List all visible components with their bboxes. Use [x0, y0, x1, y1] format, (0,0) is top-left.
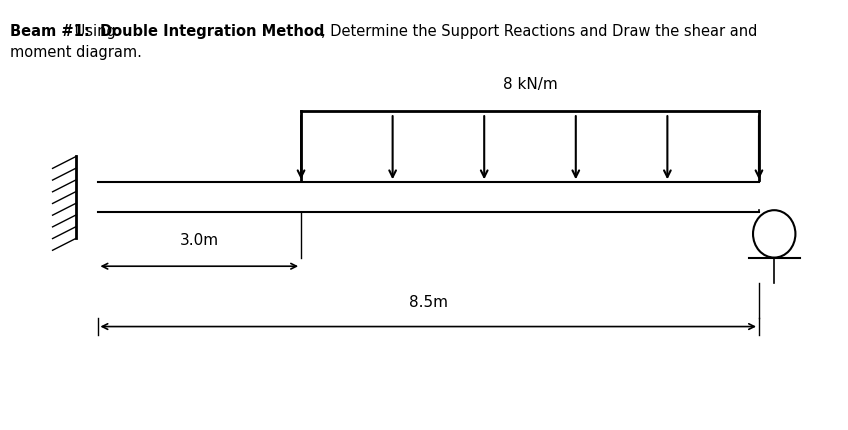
- Text: Beam #1:: Beam #1:: [10, 24, 90, 39]
- Text: Double Integration Method: Double Integration Method: [100, 24, 325, 39]
- Text: 8 kN/m: 8 kN/m: [503, 77, 557, 91]
- Text: Using: Using: [70, 24, 120, 39]
- Text: 8.5m: 8.5m: [409, 295, 448, 310]
- Text: 3.0m: 3.0m: [180, 232, 219, 247]
- Text: moment diagram.: moment diagram.: [10, 45, 142, 60]
- Text: , Determine the Support Reactions and Draw the shear and: , Determine the Support Reactions and Dr…: [321, 24, 757, 39]
